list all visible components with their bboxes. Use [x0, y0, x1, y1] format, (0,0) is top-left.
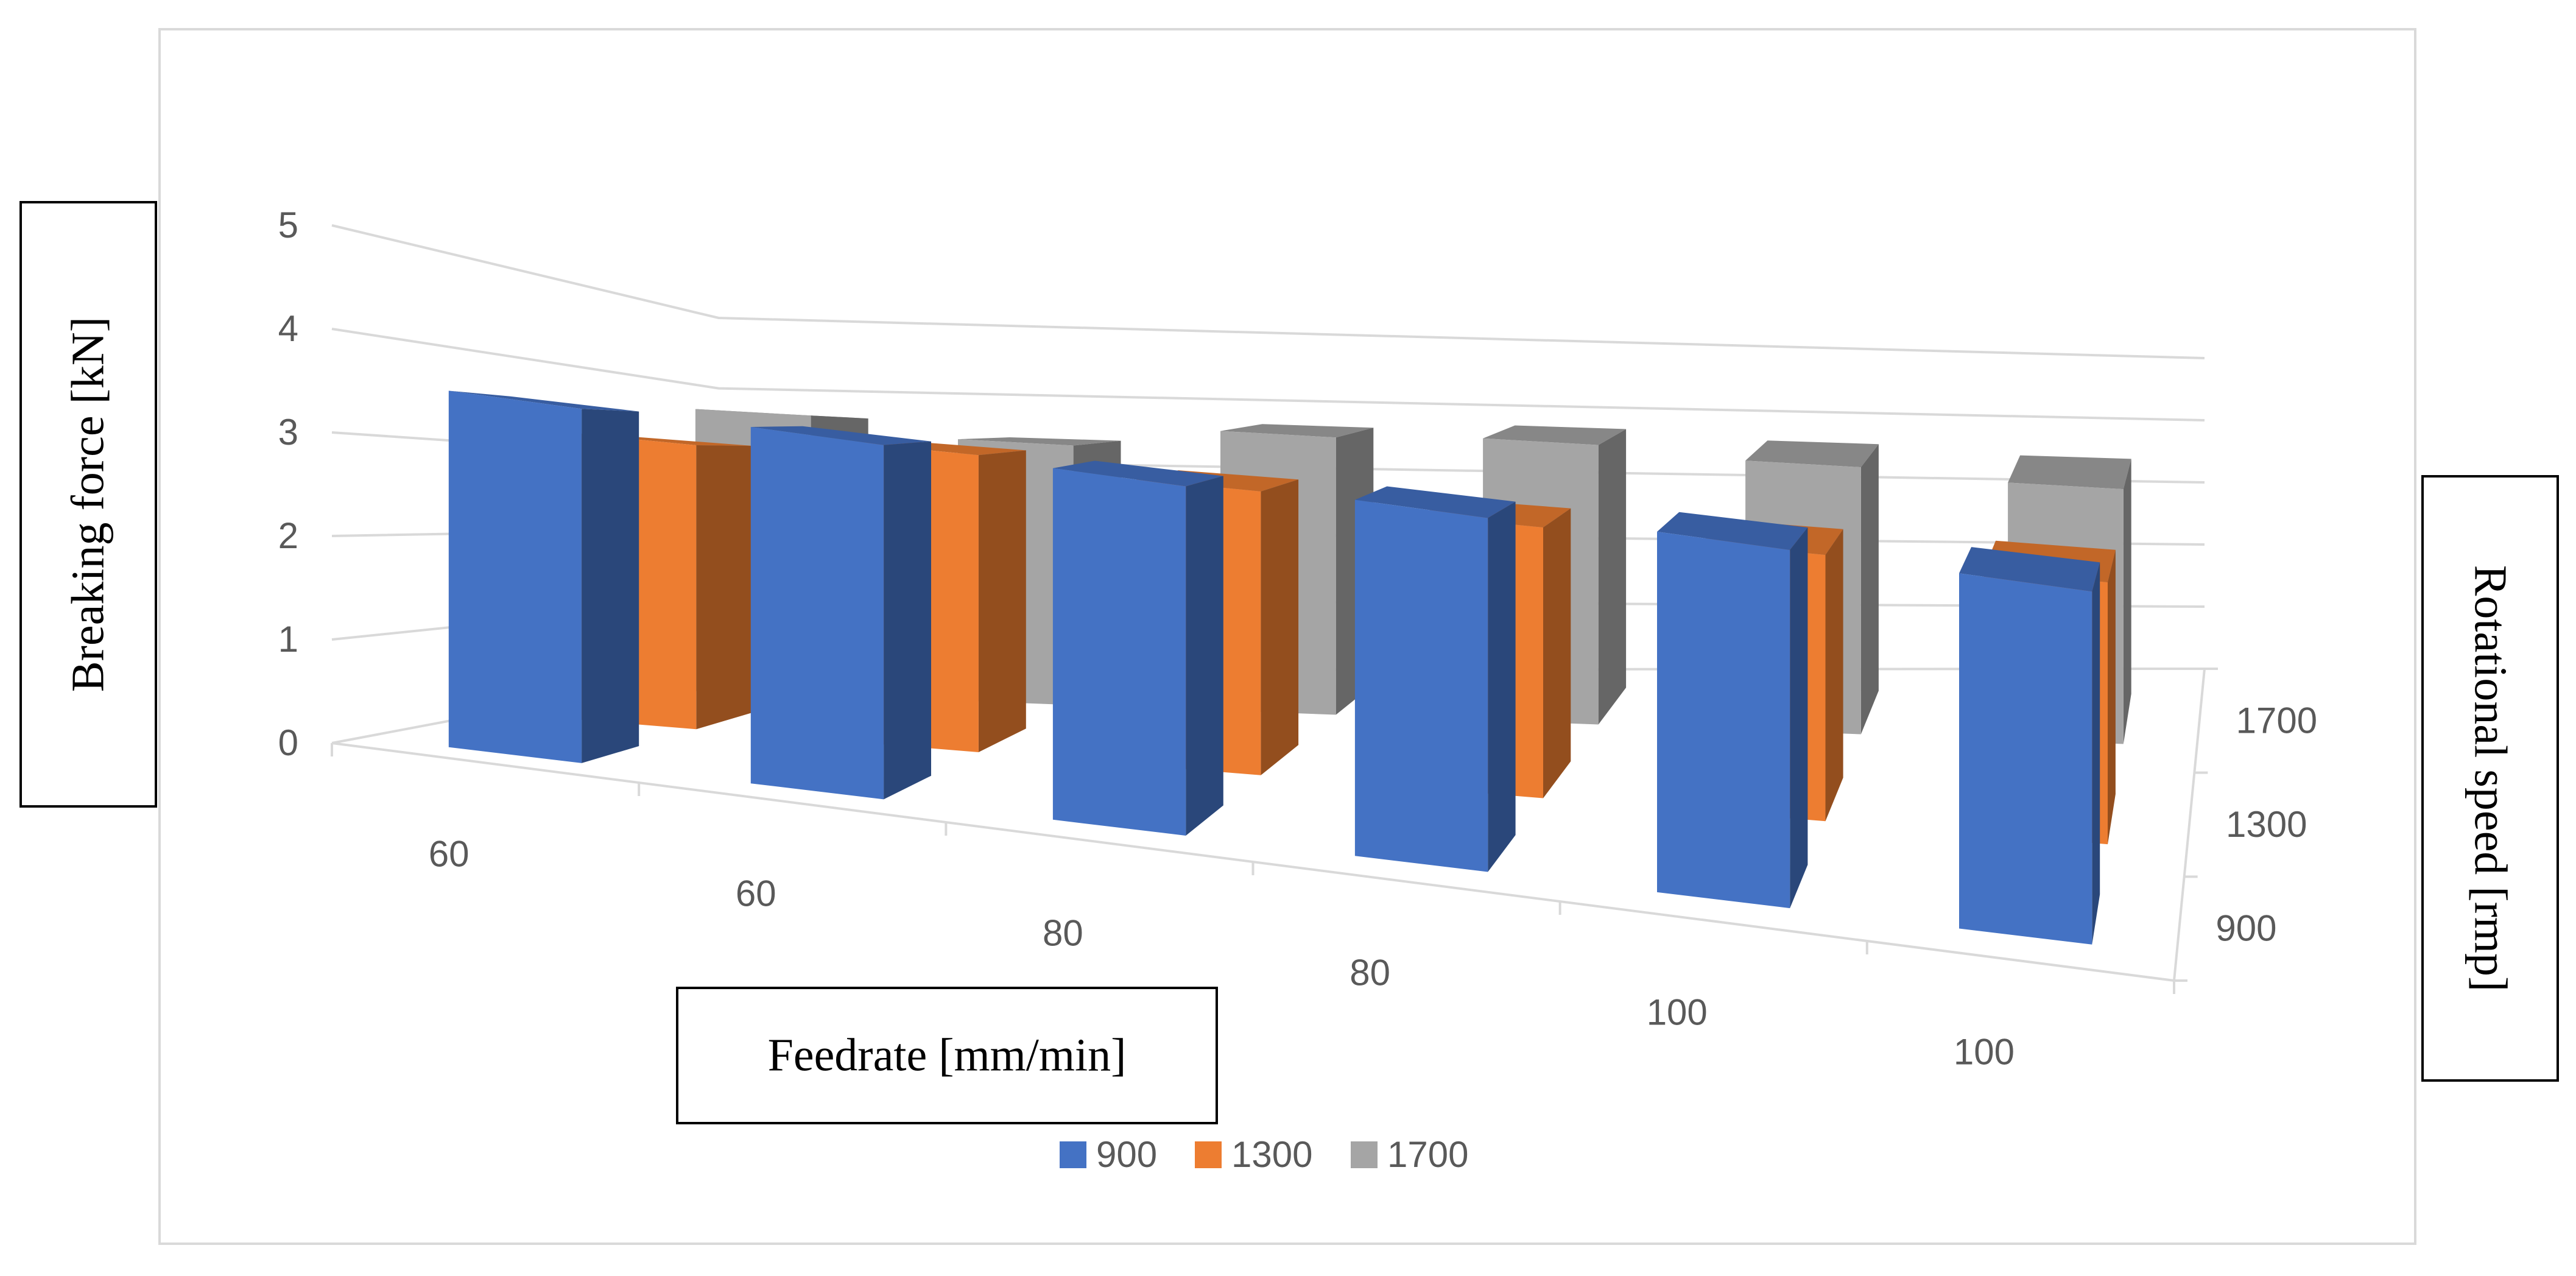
bar: [1354, 486, 1516, 872]
bar: [750, 426, 931, 800]
depth-tick-label: 900: [2215, 908, 2276, 949]
bar-side: [696, 445, 754, 730]
depth-axis-title-box: Rotational speed [rmp]: [2421, 475, 2559, 1082]
legend-swatch: [1195, 1141, 1222, 1168]
y-tick-label: 2: [278, 515, 298, 556]
depth-tick-label: 1300: [2226, 804, 2307, 845]
x-tick-label: 100: [1954, 1032, 2015, 1073]
bar: [1657, 512, 1808, 909]
bar-top: [448, 390, 639, 412]
legend-label: 1700: [1387, 1134, 1468, 1175]
bar-side: [582, 409, 639, 763]
depth-tick-label: 1700: [2236, 700, 2317, 741]
bar-top: [1354, 486, 1516, 518]
bar-front: [1354, 499, 1488, 872]
bars: [448, 390, 2131, 945]
x-tick-label: 100: [1647, 992, 1708, 1033]
y-tick-label: 4: [278, 308, 298, 349]
bar-side: [1825, 529, 1843, 822]
bar-top: [1220, 424, 1374, 438]
x-tick-label: 60: [429, 834, 470, 875]
bar-front: [1959, 573, 2092, 945]
bar-side: [978, 450, 1026, 752]
bar: [448, 390, 639, 763]
axes: [331, 668, 2218, 994]
legend-label: 900: [1096, 1134, 1157, 1175]
bar: [1959, 547, 2100, 945]
bar-side: [1860, 444, 1879, 735]
legend-swatch: [1351, 1141, 1378, 1168]
bar-top: [1052, 460, 1223, 487]
bar-side: [2092, 562, 2100, 945]
y-axis-title: Breaking force [kN]: [62, 316, 114, 693]
bar-front: [750, 427, 884, 800]
bar-side: [1790, 527, 1808, 909]
bar-top: [1483, 425, 1627, 445]
x-tick-label: 80: [1043, 913, 1083, 954]
bar-side: [2123, 459, 2131, 744]
bar-top: [1657, 512, 1808, 550]
legend-label: 1300: [1231, 1134, 1312, 1175]
tick-labels: 0 1 2 3 4 5 60 60 80 80 100 100 900 1300 1700: [278, 205, 2318, 1073]
gridline: [331, 224, 2205, 359]
y-tick-label: 5: [278, 205, 298, 245]
bar-side: [1598, 429, 1627, 725]
bar-side: [2108, 549, 2116, 845]
y-axis-title-box: Breaking force [kN]: [19, 201, 157, 808]
bar-side: [884, 441, 931, 800]
bar-front: [448, 390, 582, 763]
bar: [1052, 460, 1223, 836]
gridline: [331, 328, 2205, 421]
bar-top: [958, 437, 1121, 446]
bar-side: [1261, 479, 1299, 775]
bar-side: [1488, 501, 1516, 872]
legend: 900 1300 1700: [1060, 1134, 1468, 1175]
y-tick-label: 0: [278, 722, 298, 763]
depth-axis-line: [2173, 668, 2206, 981]
legend-swatch: [1060, 1141, 1086, 1168]
bar-front: [1052, 468, 1186, 836]
bar-top: [1959, 547, 2100, 592]
bar-top: [2008, 455, 2131, 490]
bar-top: [750, 426, 931, 445]
x-tick-label: 60: [736, 873, 776, 914]
bar-top: [1745, 440, 1879, 468]
legend-item: 1700: [1351, 1134, 1468, 1175]
bar-side: [1543, 508, 1571, 798]
bar-side: [1186, 476, 1223, 836]
y-tick-label: 3: [278, 412, 298, 453]
x-tick-label: 80: [1350, 953, 1390, 993]
x-axis-title: Feedrate [mm/min]: [767, 1029, 1127, 1081]
chart-frame: [158, 28, 2416, 1245]
bar-front: [1657, 532, 1790, 909]
depth-axis-title: Rotational speed [rmp]: [2465, 565, 2516, 992]
x-axis-title-box: Feedrate [mm/min]: [676, 987, 1218, 1124]
legend-item: 1300: [1195, 1134, 1312, 1175]
legend-item: 900: [1060, 1134, 1157, 1175]
y-tick-label: 1: [278, 619, 298, 660]
